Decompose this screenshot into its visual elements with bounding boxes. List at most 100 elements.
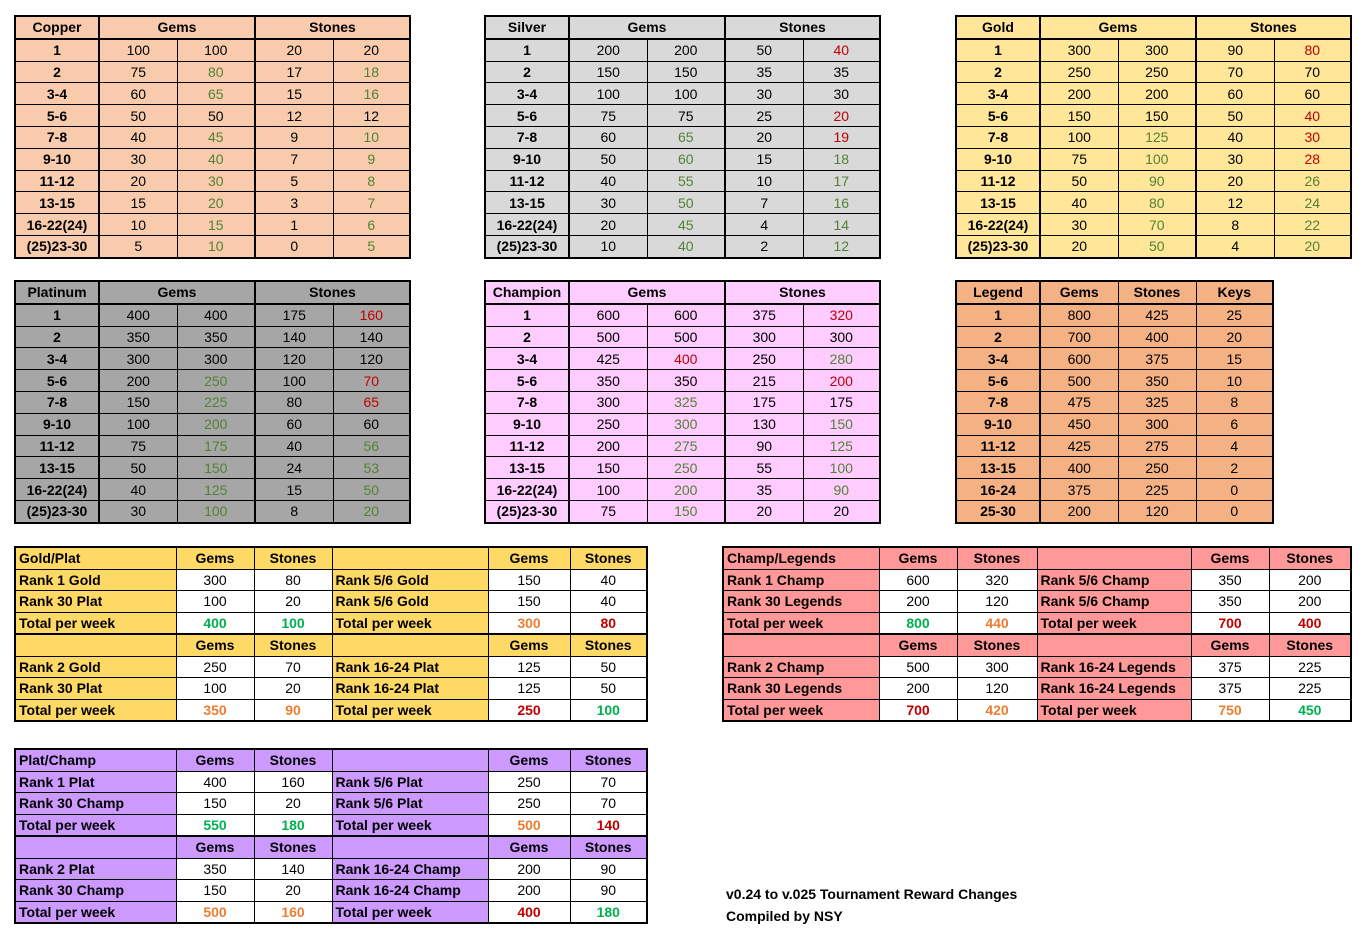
rank-label: Rank 2 Plat xyxy=(14,857,177,880)
gems-old: 30 xyxy=(98,499,178,524)
table-row: 11-12 50 90 20 26 xyxy=(955,169,1352,193)
legend-value: 475 xyxy=(1039,390,1119,414)
legend-header: Stones xyxy=(1117,280,1197,305)
stones-old: 1 xyxy=(254,213,334,236)
gems-old: 200 xyxy=(98,369,178,392)
rank-label: 9-10 xyxy=(14,147,100,171)
gems-value: 150 xyxy=(175,792,255,815)
stones-new: 12 xyxy=(332,104,411,127)
gems-new: 150 xyxy=(646,60,727,84)
stones-old: 130 xyxy=(724,412,804,436)
stones-new: 30 xyxy=(1273,125,1352,149)
gems-old: 100 xyxy=(1039,125,1119,149)
stones-value: 70 xyxy=(569,770,648,793)
gems-old: 75 xyxy=(98,60,178,84)
table-row: 5-6 150 150 50 40 xyxy=(955,104,1352,127)
total-row: Total per week 400 100 Total per week 300 80 xyxy=(14,611,648,635)
table-row: (25)23-30 10 40 2 12 xyxy=(484,234,881,259)
table-row: 5-6 75 75 25 20 xyxy=(484,104,881,127)
rank-label: 3-4 xyxy=(14,347,100,371)
stones-new: 56 xyxy=(332,434,411,458)
gems-old: 50 xyxy=(568,147,648,171)
stones-header: Stones xyxy=(253,546,333,570)
rank-label: 2 xyxy=(484,60,570,84)
stones-old: 10 xyxy=(724,169,804,193)
gems-new: 125 xyxy=(176,478,257,501)
stones-new: 280 xyxy=(802,347,881,371)
tier-title: Copper xyxy=(14,15,100,40)
table-row: 7-8 475 325 8 xyxy=(955,390,1274,414)
blank-header xyxy=(1036,546,1192,570)
table-row: 13-15 50 150 24 53 xyxy=(14,456,411,480)
legend-value: 120 xyxy=(1117,499,1197,524)
rank-label: 3-4 xyxy=(484,82,570,106)
gems-value: 500 xyxy=(878,655,958,678)
rank-label: 9-10 xyxy=(484,412,570,436)
stones-header: Stones xyxy=(1268,633,1352,657)
rank-label: 25-30 xyxy=(955,499,1041,524)
table-row: Rank 30 Legends 200 120 Rank 16-24 Legends 3… xyxy=(722,677,1352,700)
gems-header: Gems xyxy=(487,546,571,570)
stones-header: Stones xyxy=(569,748,648,772)
gems-new: 150 xyxy=(646,499,727,524)
gems-old: 30 xyxy=(98,147,178,171)
gems-old: 20 xyxy=(98,169,178,193)
gems-value: 350 xyxy=(1190,568,1270,591)
table-row: Rank 30 Plat 100 20 Rank 16-24 Plat 125 50 xyxy=(14,677,648,700)
gems-value: 200 xyxy=(487,879,571,902)
rank-label: 13-15 xyxy=(955,191,1041,215)
table-row: 11-12 20 30 5 8 xyxy=(14,169,411,193)
stones-new: 22 xyxy=(1273,213,1352,236)
gems-header: Gems xyxy=(487,748,571,772)
stones-new: 19 xyxy=(802,125,881,149)
stones-new: 5 xyxy=(332,234,411,259)
gems-new: 55 xyxy=(646,169,727,193)
stones-value: 180 xyxy=(569,900,648,924)
stones-new: 16 xyxy=(802,191,881,215)
gems-new: 45 xyxy=(176,125,257,149)
stones-value: 225 xyxy=(1268,677,1352,700)
table-row: 2 500 500 300 300 xyxy=(484,325,881,349)
gems-new: 300 xyxy=(176,347,257,371)
stones-old: 120 xyxy=(254,347,334,371)
gems-old: 600 xyxy=(568,303,648,327)
stones-new: 30 xyxy=(802,82,881,106)
gems-value: 250 xyxy=(175,655,255,678)
rank-label: Rank 5/6 Gold xyxy=(331,590,489,613)
total-label: Total per week xyxy=(14,698,177,722)
gems-new: 20 xyxy=(176,191,257,215)
stones-old: 7 xyxy=(724,191,804,215)
gems-header: Gems xyxy=(1190,546,1270,570)
stones-old: 3 xyxy=(254,191,334,215)
stones-old: 0 xyxy=(254,234,334,259)
table-row: 9-10 100 200 60 60 xyxy=(14,412,411,436)
rank-label: Rank 1 Gold xyxy=(14,568,177,591)
stones-old: 9 xyxy=(254,125,334,149)
gold-plat-table: Gold/Plat Gems Stones Gems Stones Rank 1 Gold… xyxy=(14,546,648,722)
gems-old: 30 xyxy=(1039,213,1119,236)
table-row: 5-6 50 50 12 12 xyxy=(14,104,411,127)
rank-label: Rank 30 Plat xyxy=(14,677,177,700)
stones-value: 200 xyxy=(1268,590,1352,613)
gems-value: 700 xyxy=(878,698,958,722)
stones-value: 200 xyxy=(1268,568,1352,591)
gems-old: 100 xyxy=(568,478,648,501)
rank-label: Rank 5/6 Plat xyxy=(331,770,489,793)
total-row: Total per week 800 440 Total per week 700 400 xyxy=(722,611,1352,635)
stones-old: 5 xyxy=(254,169,334,193)
gems-header: Gems xyxy=(568,15,727,40)
table-row: (25)23-30 30 100 8 20 xyxy=(14,499,411,524)
rank-label: Rank 2 Gold xyxy=(14,655,177,678)
table-row: 1 400 400 175 160 xyxy=(14,303,411,327)
gems-old: 250 xyxy=(1039,60,1119,84)
gems-header: Gems xyxy=(98,280,257,305)
gems-new: 250 xyxy=(176,369,257,392)
gems-new: 100 xyxy=(1117,147,1198,171)
total-label: Total per week xyxy=(722,698,880,722)
gems-value: 250 xyxy=(487,698,571,722)
gems-old: 150 xyxy=(568,60,648,84)
legend-value: 20 xyxy=(1195,325,1274,349)
stones-old: 20 xyxy=(1195,169,1275,193)
gems-value: 100 xyxy=(175,677,255,700)
gems-new: 200 xyxy=(646,478,727,501)
